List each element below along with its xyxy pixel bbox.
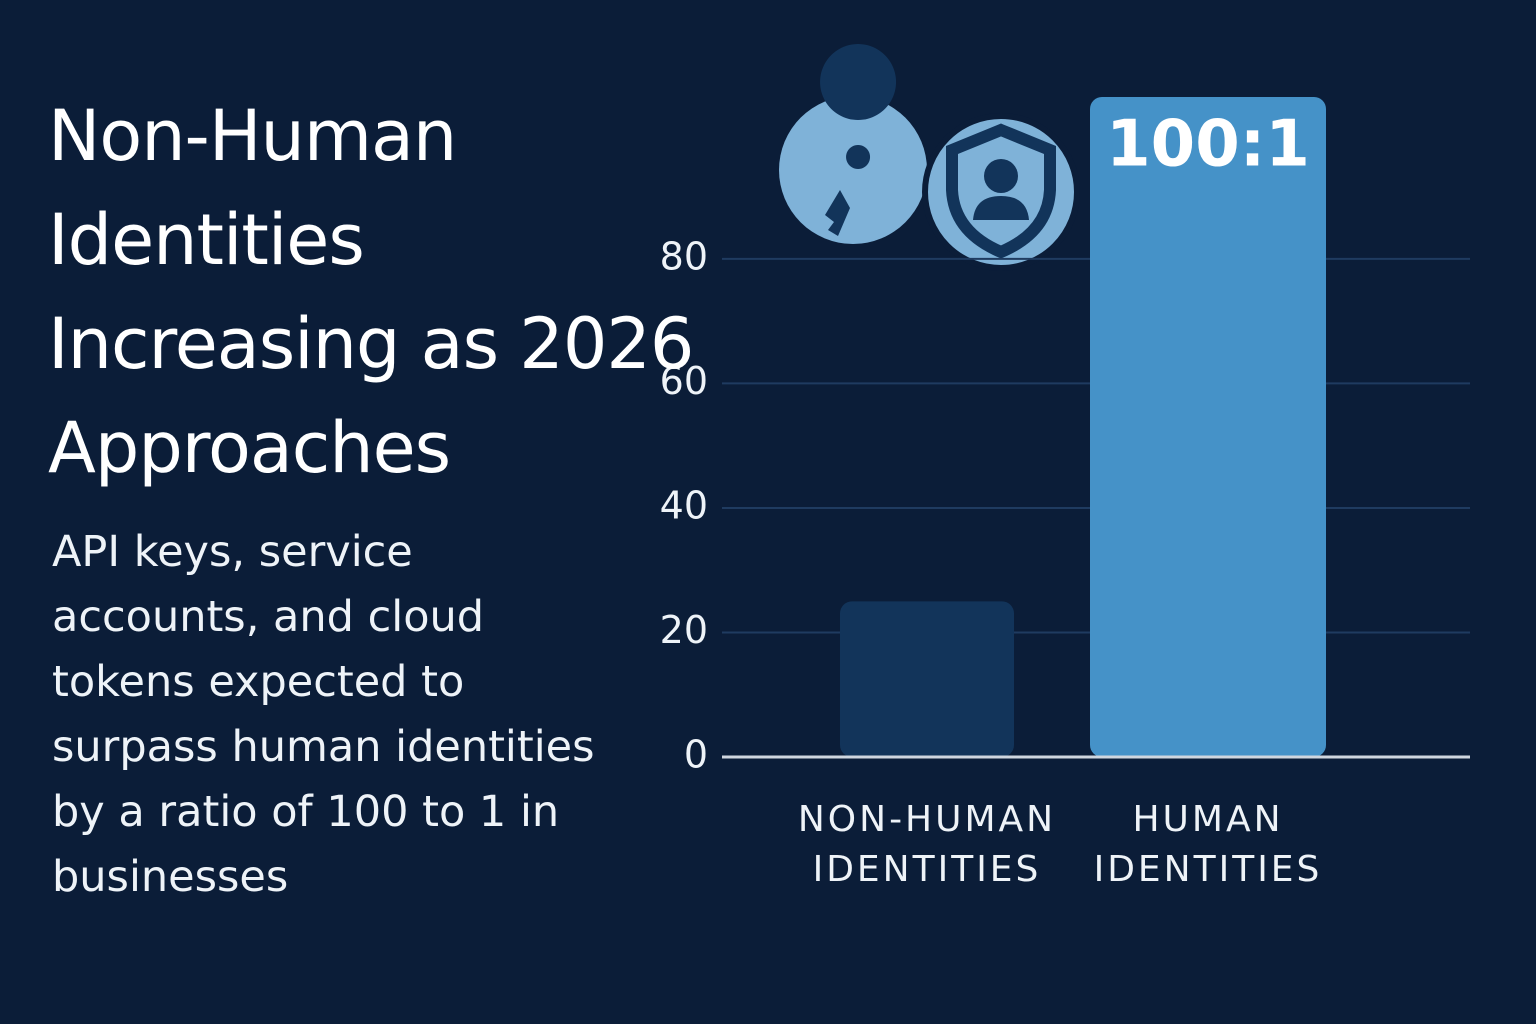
x-tick-label: HUMAN IDENTITIES: [1093, 799, 1323, 890]
y-tick-label: 40: [660, 483, 708, 527]
person-head: [984, 159, 1018, 193]
annotation: 100:1: [1106, 108, 1310, 182]
key-icon: [820, 44, 897, 236]
y-tick-label: 0: [684, 733, 708, 777]
title: Non-Human Identities Increasing as 2026 …: [48, 95, 694, 489]
bar: [840, 601, 1014, 757]
y-tick-label: 60: [660, 359, 708, 403]
y-tick-label: 20: [660, 608, 708, 652]
key-icon-circle: [779, 96, 927, 244]
y-tick-label: 80: [660, 234, 708, 278]
shield-icon: [946, 123, 1056, 259]
bar: [1090, 97, 1326, 757]
subtitle: API keys, service accounts, and cloud to…: [52, 527, 595, 902]
x-tick-label: NON-HUMAN IDENTITIES: [797, 799, 1057, 890]
person-body: [973, 196, 1029, 220]
icons: [779, 44, 1080, 271]
